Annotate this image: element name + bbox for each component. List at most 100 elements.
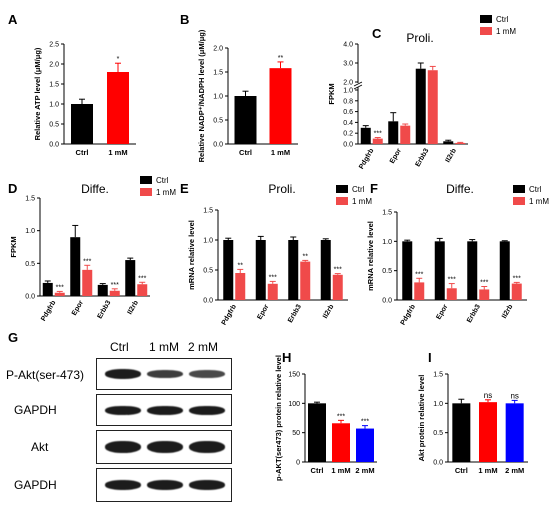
bar xyxy=(505,403,524,462)
category-label: 1 mM xyxy=(271,148,290,157)
y-axis-label: mRNA relative level xyxy=(187,220,196,290)
y-tick-label: 2.0 xyxy=(343,80,353,87)
y-tick-label: 2.0 xyxy=(213,46,223,53)
bar xyxy=(360,127,371,144)
legend-swatch xyxy=(513,185,525,193)
significance-label: *** xyxy=(334,267,342,274)
y-tick-label: 0.8 xyxy=(343,98,353,105)
bar xyxy=(82,269,93,296)
y-tick-label: 0.5 xyxy=(203,268,213,275)
y-tick-label: 1.0 xyxy=(382,239,392,246)
bar xyxy=(388,121,399,144)
category-label: Ctrl xyxy=(76,148,89,157)
y-tick-label: 0.0 xyxy=(433,460,443,467)
significance-label: *** xyxy=(448,277,456,284)
axis-break-mark xyxy=(353,84,363,90)
chart-title: Diffe. xyxy=(81,182,109,196)
legend-label: Ctrl xyxy=(529,185,542,194)
bar xyxy=(402,241,413,300)
significance-label: *** xyxy=(374,131,382,138)
bar xyxy=(467,241,478,300)
bar xyxy=(452,403,471,462)
significance-label: *** xyxy=(513,275,521,282)
chart-panel-b: B 0.0 0.5 1.0 1.5 2.0 Relative NADP⁺/NADPH lev… xyxy=(180,12,298,162)
category-label: Pdgfrb xyxy=(400,304,417,327)
bar xyxy=(71,104,93,144)
significance-label: *** xyxy=(480,280,488,287)
bar xyxy=(415,68,426,144)
category-label: Epor xyxy=(71,299,85,317)
y-tick-label: 0.5 xyxy=(213,118,223,125)
category-label: Ctrl xyxy=(455,466,468,475)
bar xyxy=(42,282,53,296)
y-tick-label: 1.5 xyxy=(382,210,392,217)
significance-label: *** xyxy=(415,271,423,278)
y-tick-label: 2.0 xyxy=(49,62,59,69)
chart-panel-a: A 0.0 0.5 1.0 1.5 2.0 2.5 Relative ATP level (μ… xyxy=(8,12,136,157)
panel-label-B: B xyxy=(180,12,189,27)
category-label: 2 mM xyxy=(355,466,374,475)
category-label: Pdgfrb xyxy=(40,300,57,323)
panel-label-H: H xyxy=(282,350,291,365)
bar xyxy=(107,72,129,144)
y-tick-label: 1.0 xyxy=(213,94,223,101)
legend-swatch xyxy=(336,197,348,205)
y-axis-label: Relative NADP⁺/NADPH level (μM/μg) xyxy=(197,29,206,162)
category-label: Epor xyxy=(256,303,270,321)
y-tick-label: 0 xyxy=(296,460,300,467)
chart-panel-c: C 0.0 0.2 0.4 0.6 0.8 1.02.0 3.0 4.0 FPKM Proli. **… xyxy=(327,15,516,171)
significance-label: *** xyxy=(83,258,91,265)
significance-label: ** xyxy=(278,55,284,62)
chart-title: Diffe. xyxy=(446,182,474,196)
y-tick-label: 50 xyxy=(292,430,300,437)
y-tick-label: 1.0 xyxy=(25,228,35,235)
y-tick-label: 1.0 xyxy=(433,401,443,408)
significance-label: *** xyxy=(138,275,146,282)
y-tick-label: 0.2 xyxy=(343,131,353,138)
legend-label: 1 mM xyxy=(496,27,516,36)
y-axis-label: p-AKT(ser473) protein relative level xyxy=(274,355,283,481)
bar xyxy=(372,138,383,144)
y-axis-label: Akt protein relative level xyxy=(417,375,426,462)
bar xyxy=(414,282,425,300)
y-tick-label: 1.5 xyxy=(203,208,213,215)
category-label: Il2rb xyxy=(445,148,458,164)
category-label: Erbb3 xyxy=(96,299,112,320)
y-tick-label: 0.5 xyxy=(382,268,392,275)
y-tick-label: 0.0 xyxy=(213,142,223,149)
y-tick-label: 1.5 xyxy=(433,372,443,379)
category-label: Erbb3 xyxy=(466,303,482,324)
category-label: Il2rb xyxy=(322,304,335,320)
bar xyxy=(479,289,490,300)
y-tick-label: 3.0 xyxy=(343,61,353,68)
y-tick-label: 1.5 xyxy=(213,70,223,77)
chart-panel-h: H 0 50 100 150 p-AKT(ser473) protein relative… xyxy=(274,350,377,481)
y-tick-label: 1.5 xyxy=(25,196,35,203)
legend-label: Ctrl xyxy=(156,176,169,185)
significance-label: ns xyxy=(510,391,518,400)
category-label: Erbb3 xyxy=(414,147,430,168)
y-tick-label: 150 xyxy=(288,372,300,379)
panel-label-F: F xyxy=(370,181,378,196)
bar xyxy=(137,284,148,296)
category-label: Il2rb xyxy=(127,300,140,316)
chart-panel-d: D 0.0 0.5 1.0 1.5 FPKM Diffe. *** Pdgfrb *** Epor *… xyxy=(8,176,176,323)
category-label: 1 mM xyxy=(108,148,127,157)
y-tick-label: 0.5 xyxy=(49,122,59,129)
category-label: 1 mM xyxy=(331,466,350,475)
significance-label: *** xyxy=(111,282,119,289)
bar xyxy=(288,240,299,300)
y-tick-label: 0.0 xyxy=(49,142,59,149)
bar xyxy=(400,125,411,144)
y-tick-label: 0.0 xyxy=(25,294,35,301)
bar xyxy=(223,240,234,300)
bar xyxy=(269,68,292,144)
y-axis-label: Relative ATP level (μM/μg) xyxy=(33,47,42,140)
bar xyxy=(308,403,326,462)
y-axis-label: mRNA relative level xyxy=(366,221,375,291)
bar xyxy=(434,241,445,300)
y-tick-label: 100 xyxy=(288,401,300,408)
y-tick-label: 0.5 xyxy=(433,430,443,437)
y-tick-label: 0.6 xyxy=(343,109,353,116)
bar xyxy=(255,240,266,300)
